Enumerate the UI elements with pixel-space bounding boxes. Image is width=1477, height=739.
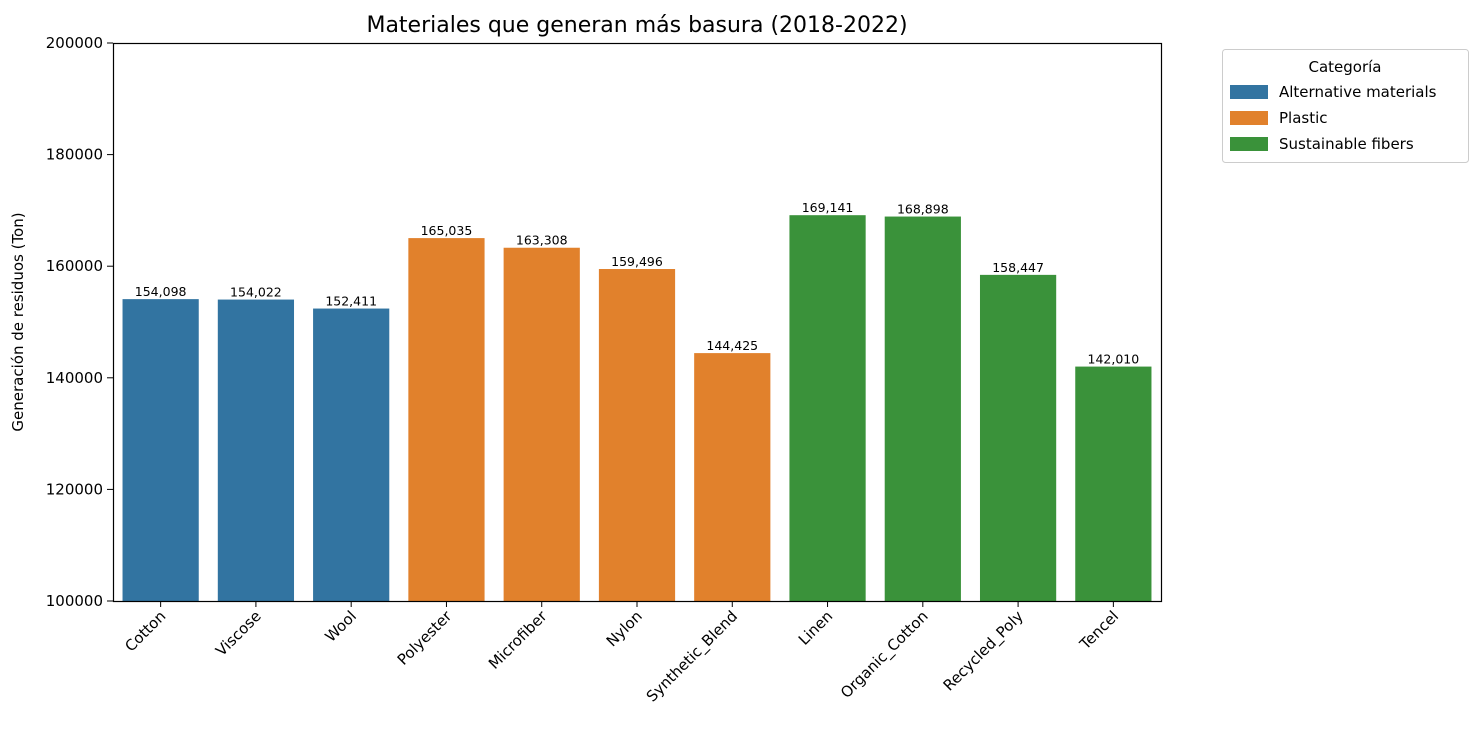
- bar-cotton: [122, 299, 199, 601]
- y-tick-label: 160000: [46, 257, 103, 275]
- legend-title: Categoría: [1308, 58, 1381, 76]
- bar-microfiber: [503, 247, 580, 602]
- bar-value-label: 144,425: [706, 338, 758, 353]
- y-axis-label: Generación de residuos (Ton): [9, 212, 27, 431]
- bar-polyester: [408, 238, 485, 601]
- y-tick-label: 120000: [46, 480, 103, 498]
- legend-swatch: [1230, 111, 1268, 125]
- y-tick-label: 100000: [46, 592, 103, 610]
- y-tick-label: 140000: [46, 369, 103, 387]
- bar-value-label: 142,010: [1088, 352, 1140, 367]
- x-tick-label: Microfiber: [485, 607, 551, 673]
- bar-value-label: 152,411: [325, 294, 377, 309]
- legend-label: Plastic: [1279, 109, 1328, 127]
- x-tick-label: Wool: [321, 607, 360, 646]
- bar-organic-cotton: [884, 216, 961, 602]
- bar-value-label: 154,022: [230, 285, 282, 300]
- x-tick-label: Synthetic_Blend: [643, 607, 742, 706]
- bar-value-label: 159,496: [611, 254, 663, 269]
- legend: Categoría Alternative materials Plastic Su…: [1222, 49, 1469, 163]
- bar-value-label: 163,308: [516, 233, 568, 248]
- legend-label: Sustainable fibers: [1279, 135, 1414, 153]
- bar-viscose: [217, 299, 295, 601]
- bar-tencel: [1075, 366, 1152, 601]
- legend-frame: [1222, 49, 1469, 163]
- bar-linen: [789, 215, 866, 601]
- bar-value-label: 165,035: [421, 223, 473, 238]
- legend-label: Alternative materials: [1279, 83, 1437, 101]
- chart-title: Materiales que generan más basura (2018-…: [366, 13, 907, 38]
- legend-swatch: [1230, 85, 1268, 99]
- plot-area: 154,098 154,022 152,411 165,035 163,308 159,4…: [46, 34, 1163, 706]
- x-tick-label: Cotton: [121, 607, 169, 655]
- bar-synthetic-blend: [694, 353, 771, 601]
- x-tick-label: Nylon: [603, 607, 646, 650]
- bar-recycled-poly: [979, 274, 1057, 601]
- x-tick-label: Organic_Cotton: [837, 607, 932, 702]
- x-tick-label: Tencel: [1076, 607, 1123, 654]
- bar-wool: [313, 308, 390, 601]
- x-tick-label: Polyester: [394, 607, 456, 669]
- bar-value-label: 168,898: [897, 202, 949, 217]
- x-tick-label: Linen: [795, 607, 837, 649]
- y-tick-label: 200000: [46, 34, 103, 52]
- bar-value-label: 169,141: [802, 200, 854, 215]
- bar-nylon: [598, 269, 676, 601]
- bar-value-label: 158,447: [992, 260, 1044, 275]
- x-tick-label: Viscose: [212, 607, 265, 660]
- x-tick-label: Recycled_Poly: [940, 607, 1028, 695]
- y-tick-label: 180000: [46, 146, 103, 164]
- legend-swatch: [1230, 137, 1268, 151]
- bar-value-label: 154,098: [135, 284, 187, 299]
